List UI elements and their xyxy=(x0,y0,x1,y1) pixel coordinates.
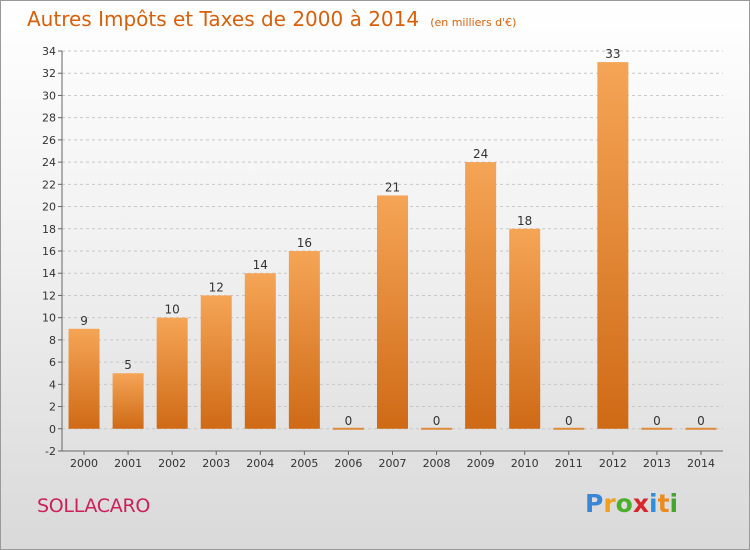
x-tick-label-2002: 2002 xyxy=(158,457,186,470)
logo-letter: o xyxy=(615,489,633,518)
bars xyxy=(68,62,717,430)
y-tick-label: 6 xyxy=(49,356,56,369)
y-tick-label: 4 xyxy=(49,378,56,391)
y-tick-label: 30 xyxy=(42,89,56,102)
logo-letter: P xyxy=(585,489,604,518)
logo-letter: i xyxy=(669,489,679,518)
data-label-2012: 33 xyxy=(605,47,620,61)
data-label-2007: 21 xyxy=(385,180,400,194)
y-tick-label: 24 xyxy=(42,156,56,169)
bar-2003 xyxy=(200,295,232,429)
x-tick-label-2005: 2005 xyxy=(290,457,318,470)
data-label-2008: 0 xyxy=(433,414,441,428)
bar-2006 xyxy=(332,427,364,430)
logo-letter: t xyxy=(657,489,670,518)
bar-2014 xyxy=(685,427,717,430)
y-tick-label: 8 xyxy=(49,334,56,347)
data-label-2014: 0 xyxy=(697,414,705,428)
data-label-2002: 10 xyxy=(165,303,180,317)
x-tick-label-2012: 2012 xyxy=(599,457,627,470)
y-tick-label: 26 xyxy=(42,134,56,147)
chart-unit: (en milliers d'€) xyxy=(430,16,517,29)
y-tick-label: 18 xyxy=(42,223,56,236)
data-label-2001: 5 xyxy=(124,358,132,372)
bar-2012 xyxy=(597,62,629,429)
y-tick-label: 0 xyxy=(49,423,56,436)
data-label-2013: 0 xyxy=(653,414,661,428)
x-tick-label-2001: 2001 xyxy=(114,457,142,470)
data-label-2004: 14 xyxy=(253,258,268,272)
bar-2009 xyxy=(465,162,497,429)
x-tick-label-2004: 2004 xyxy=(246,457,274,470)
bar-2000 xyxy=(68,328,100,429)
y-tick-label: 10 xyxy=(42,312,56,325)
bar-2011 xyxy=(553,427,585,430)
bar-2001 xyxy=(112,373,144,429)
y-tick-label: 12 xyxy=(42,289,56,302)
y-tick-label: 14 xyxy=(42,267,56,280)
logo-letter: x xyxy=(632,489,649,518)
x-tick-label-2007: 2007 xyxy=(379,457,407,470)
y-tick-label: 32 xyxy=(42,67,56,80)
bar-2002 xyxy=(156,317,188,429)
y-tick-label: 2 xyxy=(49,401,56,414)
y-tick-label: 22 xyxy=(42,178,56,191)
x-tick-label-2009: 2009 xyxy=(467,457,495,470)
data-label-2000: 9 xyxy=(80,314,88,328)
commune-name: SOLLACARO xyxy=(37,495,151,517)
bar-2010 xyxy=(509,228,541,429)
data-label-2005: 16 xyxy=(297,236,312,250)
x-tick-label-2000: 2000 xyxy=(70,457,98,470)
data-label-2003: 12 xyxy=(209,280,224,294)
logo-letter: r xyxy=(603,489,616,518)
chart-title: Autres Impôts et Taxes de 2000 à 2014 xyxy=(27,7,420,31)
bar-2005 xyxy=(288,251,320,429)
y-tick-label: 34 xyxy=(42,45,56,58)
x-tick-label-2010: 2010 xyxy=(511,457,539,470)
bar-2008 xyxy=(421,427,453,430)
data-label-2010: 18 xyxy=(517,214,532,228)
y-tick-label: -2 xyxy=(45,445,56,458)
logo-letter: i xyxy=(649,489,658,518)
data-labels: 9 5 10 12 14 16 0 21 0 24 18 0 33 0 0 xyxy=(80,47,705,428)
chart-title-row: Autres Impôts et Taxes de 2000 à 2014 (e… xyxy=(27,7,516,31)
data-label-2006: 0 xyxy=(345,414,353,428)
bar-2013 xyxy=(641,427,673,430)
data-label-2009: 24 xyxy=(473,147,488,161)
y-tick-label: 16 xyxy=(42,245,56,258)
x-tick-label-2011: 2011 xyxy=(555,457,583,470)
bar-2007 xyxy=(377,195,408,429)
x-tick-label-2008: 2008 xyxy=(423,457,451,470)
bar-2004 xyxy=(244,273,276,429)
data-label-2011: 0 xyxy=(565,414,573,428)
x-tick-label-2013: 2013 xyxy=(643,457,671,470)
y-tick-label: 28 xyxy=(42,112,56,125)
x-tick-label-2006: 2006 xyxy=(334,457,362,470)
proxiti-logo[interactable]: Proxiti xyxy=(585,489,678,518)
x-tick-label-2014: 2014 xyxy=(687,457,715,470)
x-tick-label-2003: 2003 xyxy=(202,457,230,470)
y-tick-label: 20 xyxy=(42,201,56,214)
